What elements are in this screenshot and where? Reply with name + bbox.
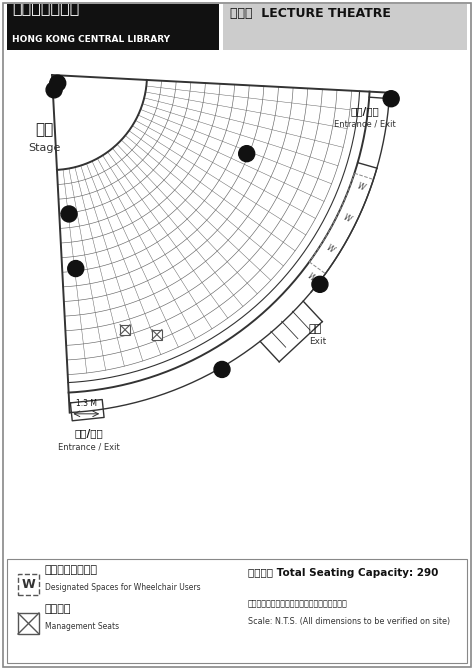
Text: Entrance / Exit: Entrance / Exit (58, 442, 120, 451)
Text: Stage: Stage (28, 143, 60, 153)
Text: 座位總數 Total Seating Capacity: 290: 座位總數 Total Seating Capacity: 290 (248, 568, 438, 578)
Text: 舞台: 舞台 (35, 123, 53, 137)
Circle shape (61, 206, 77, 222)
Circle shape (383, 90, 399, 107)
Text: W: W (325, 243, 336, 255)
Circle shape (68, 261, 84, 277)
FancyBboxPatch shape (152, 330, 162, 340)
FancyBboxPatch shape (120, 325, 130, 335)
Text: 入口/出口: 入口/出口 (350, 106, 379, 116)
FancyBboxPatch shape (223, 4, 467, 50)
Text: Scale: N.T.S. (All dimensions to be verified on site): Scale: N.T.S. (All dimensions to be veri… (248, 617, 450, 626)
Text: HONG KONG CENTRAL LIBRARY: HONG KONG CENTRAL LIBRARY (12, 35, 170, 44)
Text: 出口: 出口 (309, 324, 322, 334)
Text: 場館留座: 場館留座 (45, 604, 72, 614)
Circle shape (50, 75, 66, 91)
Circle shape (312, 276, 328, 292)
Text: 輪椅人士專用位置: 輪椅人士專用位置 (45, 565, 98, 575)
Text: W: W (341, 213, 352, 224)
Text: 入口/出口: 入口/出口 (75, 428, 103, 438)
Text: 演講廳  LECTURE THEATRE: 演講廳 LECTURE THEATRE (230, 7, 391, 20)
Circle shape (214, 361, 230, 377)
Text: 1.3 M: 1.3 M (76, 399, 97, 408)
Text: Entrance / Exit: Entrance / Exit (334, 120, 396, 129)
Circle shape (239, 145, 255, 161)
Text: Management Seats: Management Seats (45, 622, 119, 631)
FancyBboxPatch shape (7, 4, 219, 50)
Text: W: W (355, 182, 365, 193)
Circle shape (46, 82, 62, 98)
Text: 香港中央圖書館: 香港中央圖書館 (12, 0, 79, 15)
Text: W: W (22, 578, 36, 591)
Text: Exit: Exit (309, 337, 326, 346)
Text: Designated Spaces for Wheelchair Users: Designated Spaces for Wheelchair Users (45, 583, 201, 592)
Text: 此圖非按比例繪製（所有尺寸以現場量度為準）: 此圖非按比例繪製（所有尺寸以現場量度為準） (248, 599, 348, 608)
Text: W: W (305, 271, 316, 283)
